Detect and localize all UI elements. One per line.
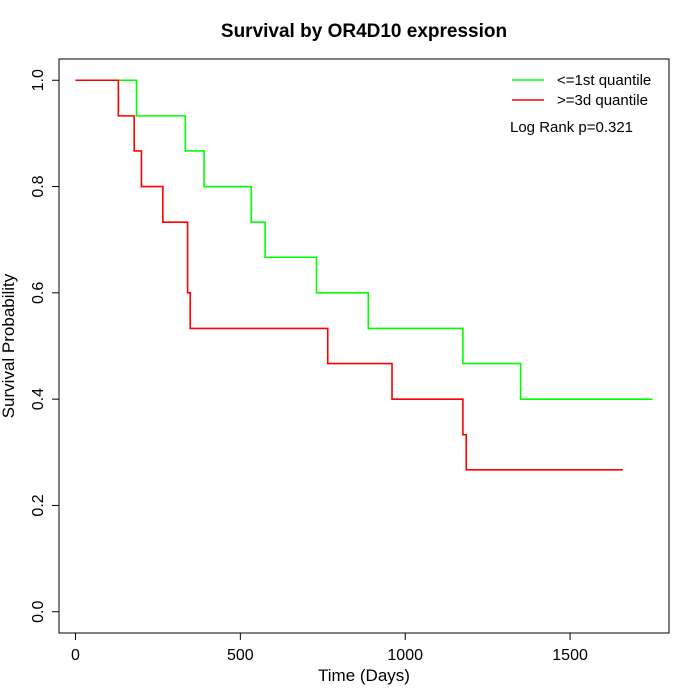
legend-label-2: >=3d quantile [557, 92, 648, 109]
x-tick-label: 0 [71, 647, 80, 664]
x-tick-label: 500 [227, 647, 254, 664]
y-tick-label: 0.0 [30, 601, 47, 623]
x-tick-label: 1500 [552, 647, 588, 664]
series-layer [75, 79, 653, 471]
x-axis: 0 500 1000 1500 [71, 632, 588, 664]
y-tick-label: 0.8 [30, 175, 47, 197]
y-tick-label: 1.0 [30, 69, 47, 91]
x-tick-label: 1000 [387, 647, 423, 664]
log-rank-annotation: Log Rank p=0.321 [510, 119, 633, 136]
y-axis: 0.0 0.2 0.4 0.6 0.8 1.0 [30, 69, 60, 623]
x-axis-label: Time (Days) [318, 666, 410, 685]
series-line-2 [75, 79, 623, 471]
y-tick-label: 0.6 [30, 282, 47, 304]
legend: <=1st quantile >=3d quantile [512, 72, 651, 109]
chart-title: Survival by OR4D10 expression [221, 21, 507, 42]
series-line-1 [75, 79, 653, 400]
y-tick-label: 0.2 [30, 494, 47, 516]
y-tick-label: 0.4 [30, 388, 47, 410]
y-axis-label: Survival Probability [0, 273, 18, 418]
legend-label-1: <=1st quantile [557, 72, 651, 89]
plot-frame [58, 58, 670, 634]
